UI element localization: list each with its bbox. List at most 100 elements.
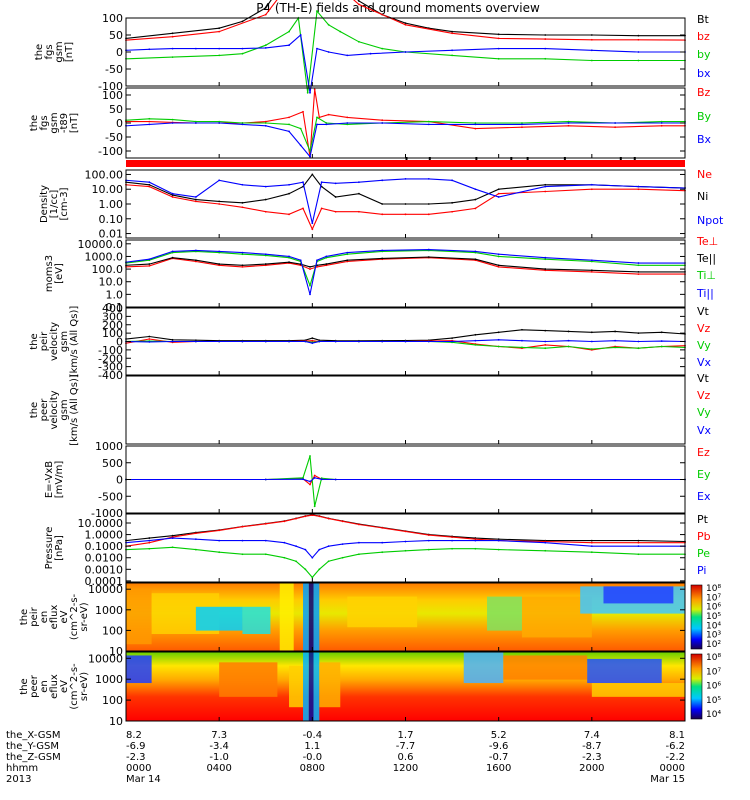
- data-point: [218, 529, 221, 532]
- data-point: [567, 339, 570, 342]
- series-line-Pt: [125, 514, 686, 543]
- data-point: [474, 198, 477, 201]
- data-point: [194, 249, 197, 252]
- y-axis-label-line: peir: [39, 331, 50, 351]
- data-point: [218, 27, 221, 30]
- data-point: [241, 253, 244, 256]
- y-axis-label-line: fgs: [39, 115, 50, 130]
- y-axis-label-line: [1/cc]: [49, 190, 60, 219]
- data-point: [148, 117, 151, 120]
- ephemeris-value: 8.1: [669, 730, 685, 741]
- y-tick-label: 0.1000: [85, 540, 124, 553]
- data-point: [304, 515, 307, 518]
- data-point: [358, 192, 360, 195]
- data-point: [346, 116, 349, 119]
- data-point: [637, 188, 640, 191]
- ephemeris-value: -7.7: [396, 741, 416, 752]
- data-point: [381, 179, 384, 182]
- data-point: [497, 538, 500, 541]
- data-point: [474, 343, 477, 346]
- data-point: [327, 517, 330, 520]
- spectrogram-block: [242, 606, 271, 634]
- series-line-Te⊥: [125, 257, 685, 275]
- data-point: [218, 54, 221, 57]
- data-point: [148, 341, 151, 343]
- data-point: [660, 340, 663, 342]
- data-point: [171, 32, 174, 35]
- y-tick-label: 1.0000: [85, 529, 124, 542]
- data-point: [264, 539, 267, 542]
- data-point: [264, 185, 267, 188]
- legend-label: Vx: [697, 424, 712, 437]
- data-point: [288, 340, 290, 343]
- data-point: [311, 514, 314, 517]
- data-point: [311, 342, 314, 345]
- legend-label: Ne: [697, 168, 712, 181]
- legend-label: Bt: [697, 13, 710, 26]
- y-tick-label: 1.0: [106, 288, 124, 301]
- y-tick-label: 1000.0: [85, 250, 124, 263]
- data-point: [218, 200, 221, 203]
- series-line-Ne: [125, 184, 686, 231]
- series-line-bz: [125, 0, 686, 41]
- y-axis-label-line: eflux: [49, 674, 60, 699]
- ephemeris-value: 7.3: [211, 730, 227, 741]
- data-point: [521, 339, 523, 342]
- y-tick-label: 0.10: [99, 213, 124, 226]
- legend-label: Vt: [697, 305, 710, 318]
- data-point: [295, 545, 297, 548]
- data-point: [288, 255, 290, 258]
- data-point: [283, 520, 286, 523]
- data-point: [316, 259, 318, 262]
- y-axis-label-line: -t89: [59, 113, 70, 133]
- data-point: [148, 181, 151, 184]
- ephemeris-row-label: 2013: [6, 774, 31, 785]
- spectrogram-block: [313, 583, 320, 651]
- data-point: [590, 539, 593, 542]
- y-tick-label: 10000.0: [78, 238, 124, 251]
- data-point: [311, 222, 314, 225]
- data-point: [325, 263, 328, 265]
- panel-peer-velocity: Vt Vz Vy Vx thepeervelocitygsm[km/s (All Qs)…: [29, 372, 712, 446]
- y-tick-label: 10.0000: [78, 517, 124, 530]
- ephemeris-value: -2.3: [582, 752, 602, 763]
- y-tick-label: 0.0100: [85, 552, 124, 565]
- colorbar: [690, 584, 703, 650]
- y-tick-label: 0: [116, 46, 123, 59]
- data-point: [427, 539, 430, 542]
- data-point: [264, 553, 267, 556]
- data-point: [358, 210, 360, 213]
- data-point: [474, 339, 477, 342]
- data-point: [171, 194, 174, 197]
- series-line-Vt: [125, 329, 686, 342]
- colorbar-tick-label: 10⁵: [706, 612, 721, 622]
- y-axis-label-line: [nPa]: [54, 535, 65, 561]
- data-point: [614, 126, 617, 129]
- y-axis-label-line: en: [39, 611, 50, 624]
- data-point: [404, 51, 407, 53]
- data-point: [264, 13, 267, 16]
- data-point: [497, 47, 500, 50]
- data-point: [283, 541, 286, 544]
- y-axis-label-line: velocity: [49, 390, 60, 429]
- data-point: [381, 526, 384, 529]
- ephemeris-value: -6.2: [665, 741, 685, 752]
- data-point: [341, 520, 344, 523]
- data-point: [497, 255, 500, 258]
- ephemeris-value: -8.7: [582, 741, 602, 752]
- data-point: [497, 253, 500, 256]
- data-point: [218, 47, 221, 50]
- data-point: [381, 541, 384, 544]
- spectrogram-block: [279, 583, 294, 651]
- ephemeris-row-label: hhmm: [6, 763, 38, 774]
- ephemeris-value: -2.2: [665, 752, 685, 763]
- data-point: [318, 568, 321, 571]
- data-point: [264, 124, 267, 127]
- data-point: [241, 264, 244, 267]
- data-point: [474, 207, 477, 210]
- data-point: [194, 120, 197, 123]
- data-point: [309, 284, 311, 287]
- y-tick-label: 10000: [88, 583, 123, 596]
- y-tick-label: -100: [98, 80, 123, 93]
